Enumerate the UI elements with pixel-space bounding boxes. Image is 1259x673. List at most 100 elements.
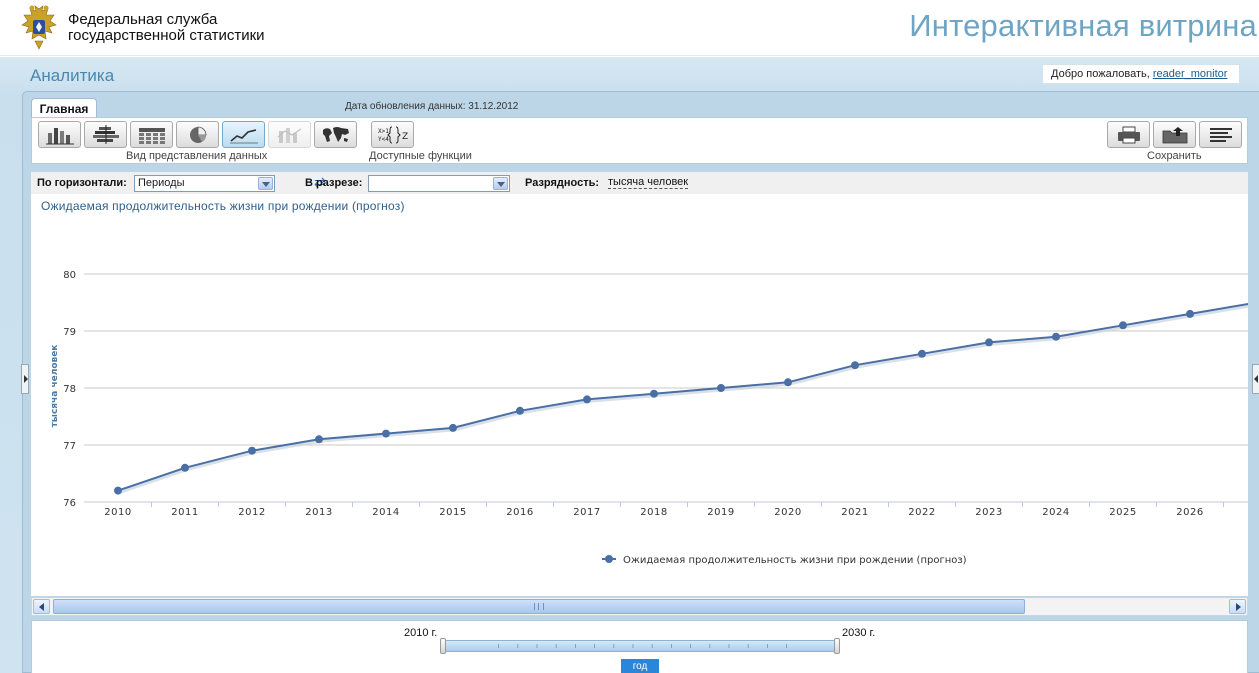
- x-tick-label: 2017: [573, 507, 600, 518]
- double-headed-eagle-emblem-icon: [21, 5, 57, 50]
- view-group-label: Вид представления данных: [126, 150, 268, 162]
- scroll-thumb[interactable]: [53, 599, 1025, 614]
- data-point: [918, 349, 926, 358]
- functions-button[interactable]: X>1 Y<4 Z: [371, 121, 414, 148]
- data-point: [1186, 309, 1194, 318]
- period-end-handle[interactable]: [834, 638, 840, 654]
- x-tick-label: 2025: [1109, 507, 1136, 518]
- digit-value-link[interactable]: тысяча человек: [608, 176, 689, 189]
- left-panel-toggle[interactable]: [21, 364, 29, 394]
- y-tick-label: 80: [63, 270, 76, 281]
- pie-chart-icon: [189, 126, 206, 143]
- functions-group-label: Доступные функции: [369, 150, 472, 162]
- period-slider-track[interactable]: [442, 640, 838, 652]
- org-name: Федеральная служба государственной стати…: [68, 12, 265, 44]
- y-axis-label: тысяча человек: [50, 345, 60, 428]
- x-tick-label: 2026: [1176, 507, 1203, 518]
- y-tick-label: 76: [63, 498, 76, 509]
- org-name-line2: государственной статистики: [68, 27, 265, 44]
- line-chart-icon: [229, 128, 258, 143]
- data-point: [851, 361, 859, 370]
- y-tick-label: 79: [63, 327, 76, 338]
- svg-text:Y<4: Y<4: [378, 136, 389, 143]
- period-unit-button[interactable]: год: [621, 659, 659, 673]
- data-point: [1119, 321, 1127, 330]
- x-tick-label: 2014: [372, 507, 399, 518]
- view-stacked-chart-button[interactable]: [268, 121, 311, 148]
- stacked-chart-icon: [277, 127, 301, 143]
- scroll-right-arrow-icon[interactable]: [1229, 599, 1246, 614]
- scroll-left-arrow-icon[interactable]: [33, 599, 50, 614]
- data-point: [382, 429, 390, 438]
- user-link[interactable]: reader_monitor: [1152, 68, 1228, 80]
- export-icon: [1162, 126, 1187, 143]
- legend-marker: [605, 555, 613, 563]
- chart-area: Ожидаемая продолжительность жизни при ро…: [31, 194, 1248, 596]
- data-point: [248, 446, 256, 455]
- section-title: Аналитика: [30, 66, 115, 85]
- x-tick-label: 2016: [506, 507, 533, 518]
- x-tick-label: 2011: [171, 507, 198, 518]
- chevron-down-icon: [258, 177, 273, 190]
- save-group-label: Сохранить: [1147, 150, 1202, 162]
- data-point: [583, 395, 591, 404]
- data-point: [449, 423, 457, 432]
- filter-bar: По горизонтали: Периоды ⇄ В разрезе: Раз…: [31, 172, 1248, 194]
- org-name-line1: Федеральная служба: [68, 11, 218, 28]
- horizontal-select-value: Периоды: [138, 177, 185, 189]
- legend-label: Ожидаемая продолжительность жизни при ро…: [623, 555, 967, 566]
- data-point: [181, 463, 189, 472]
- data-point: [784, 378, 792, 387]
- data-point: [315, 435, 323, 444]
- list-view-button[interactable]: [1199, 121, 1242, 148]
- x-tick-label: 2019: [707, 507, 734, 518]
- x-tick-label: 2015: [439, 507, 466, 518]
- view-table-button[interactable]: [130, 121, 173, 148]
- swap-arrows-icon[interactable]: ⇄: [314, 174, 326, 190]
- data-point: [114, 486, 122, 495]
- y-tick-label: 78: [63, 384, 76, 395]
- x-tick-label: 2024: [1042, 507, 1069, 518]
- x-tick-label: 2020: [774, 507, 801, 518]
- print-icon: [1117, 126, 1140, 143]
- horizontal-select[interactable]: Периоды: [134, 175, 275, 192]
- welcome-box: Добро пожаловать, reader_monitor: [1042, 64, 1240, 84]
- chart-title: Ожидаемая продолжительность жизни при ро…: [41, 199, 405, 213]
- data-point: [650, 389, 658, 398]
- horizontal-bar-chart-icon: [92, 124, 119, 144]
- welcome-text: Добро пожаловать,: [1051, 68, 1153, 80]
- formula-icon: X>1 Y<4 Z: [378, 126, 408, 143]
- export-button[interactable]: [1153, 121, 1196, 148]
- svg-text:X>1: X>1: [378, 128, 389, 135]
- tab-main[interactable]: Главная: [31, 98, 97, 118]
- data-point: [985, 338, 993, 347]
- site-header: Федеральная служба государственной стати…: [0, 0, 1259, 56]
- series-line-shadow: [118, 304, 1248, 495]
- list-icon: [1209, 127, 1232, 142]
- section-select[interactable]: [368, 175, 510, 192]
- view-line-chart-button[interactable]: [222, 121, 265, 148]
- right-panel-toggle[interactable]: [1252, 364, 1259, 394]
- grip-icon: [534, 603, 544, 610]
- chevron-down-icon: [493, 177, 508, 190]
- period-start-label: 2010 г.: [404, 627, 438, 639]
- bar-chart-icon: [45, 127, 74, 144]
- app-title: Интерактивная витрина: [909, 8, 1257, 43]
- view-map-button[interactable]: [314, 121, 357, 148]
- view-horizontal-bar-button[interactable]: [84, 121, 127, 148]
- series-line: [117, 303, 1248, 492]
- y-tick-label: 77: [63, 441, 76, 452]
- print-button[interactable]: [1107, 121, 1150, 148]
- chart-scrollbar[interactable]: [31, 597, 1248, 616]
- view-bar-chart-button[interactable]: [38, 121, 81, 148]
- update-date: Дата обновления данных: 31.12.2012: [345, 101, 519, 112]
- digit-label: Разрядность:: [525, 177, 600, 189]
- data-point: [717, 384, 725, 392]
- view-pie-chart-button[interactable]: [176, 121, 219, 148]
- toolbar: Вид представления данных X>1 Y<4 Z Досту…: [31, 117, 1248, 164]
- table-icon: [138, 127, 165, 144]
- period-start-handle[interactable]: [440, 638, 446, 654]
- world-map-icon: [322, 126, 349, 142]
- x-tick-label: 2021: [841, 507, 868, 518]
- horizontal-filter-label: По горизонтали:: [37, 177, 127, 189]
